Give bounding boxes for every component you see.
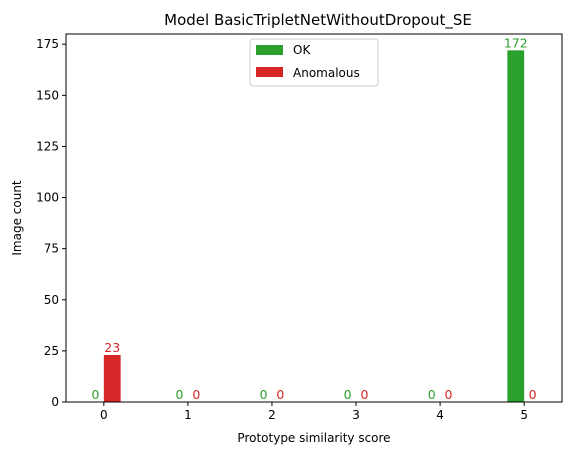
legend-label-ok: OK <box>293 43 311 57</box>
data-label-ok-4: 0 <box>428 387 436 402</box>
data-label-ok-0: 0 <box>91 387 99 402</box>
data-label-ok-2: 0 <box>260 387 268 402</box>
x-tick-label: 3 <box>352 408 360 422</box>
y-tick-label: 25 <box>44 344 59 358</box>
y-axis-label: Image count <box>10 180 24 256</box>
data-label-anomalous-1: 0 <box>192 387 200 402</box>
x-tick-label: 0 <box>100 408 108 422</box>
legend-label-anomalous: Anomalous <box>293 66 360 80</box>
legend-swatch-anomalous <box>256 67 283 77</box>
legend-swatch-ok <box>256 45 283 55</box>
data-label-anomalous-2: 0 <box>276 387 284 402</box>
y-tick-label: 150 <box>36 88 59 102</box>
x-tick-label: 4 <box>436 408 444 422</box>
plot-frame <box>65 33 563 403</box>
x-tick-label: 2 <box>268 408 276 422</box>
y-tick-label: 0 <box>51 395 59 409</box>
y-tick-label: 50 <box>44 293 59 307</box>
chart-title: Model BasicTripletNetWithoutDropout_SE <box>164 11 472 30</box>
data-label-anomalous-4: 0 <box>445 387 453 402</box>
legend: OK Anomalous <box>249 38 379 87</box>
data-label-ok-3: 0 <box>344 387 352 402</box>
data-label-anomalous-5: 0 <box>529 387 537 402</box>
x-tick-label: 1 <box>184 408 192 422</box>
data-label-ok-5: 172 <box>504 35 528 50</box>
bar-ok-5 <box>507 50 525 402</box>
x-axis-label: Prototype similarity score <box>237 431 390 445</box>
y-tick-label: 75 <box>44 242 59 256</box>
data-label-anomalous-3: 0 <box>360 387 368 402</box>
bar-anomalous-0 <box>103 354 121 402</box>
y-tick-label: 175 <box>36 37 59 51</box>
data-label-anomalous-0: 23 <box>104 340 120 355</box>
x-tick-label: 5 <box>520 408 528 422</box>
y-tick-label: 100 <box>36 191 59 205</box>
y-tick-label: 125 <box>36 139 59 153</box>
data-label-ok-1: 0 <box>176 387 184 402</box>
